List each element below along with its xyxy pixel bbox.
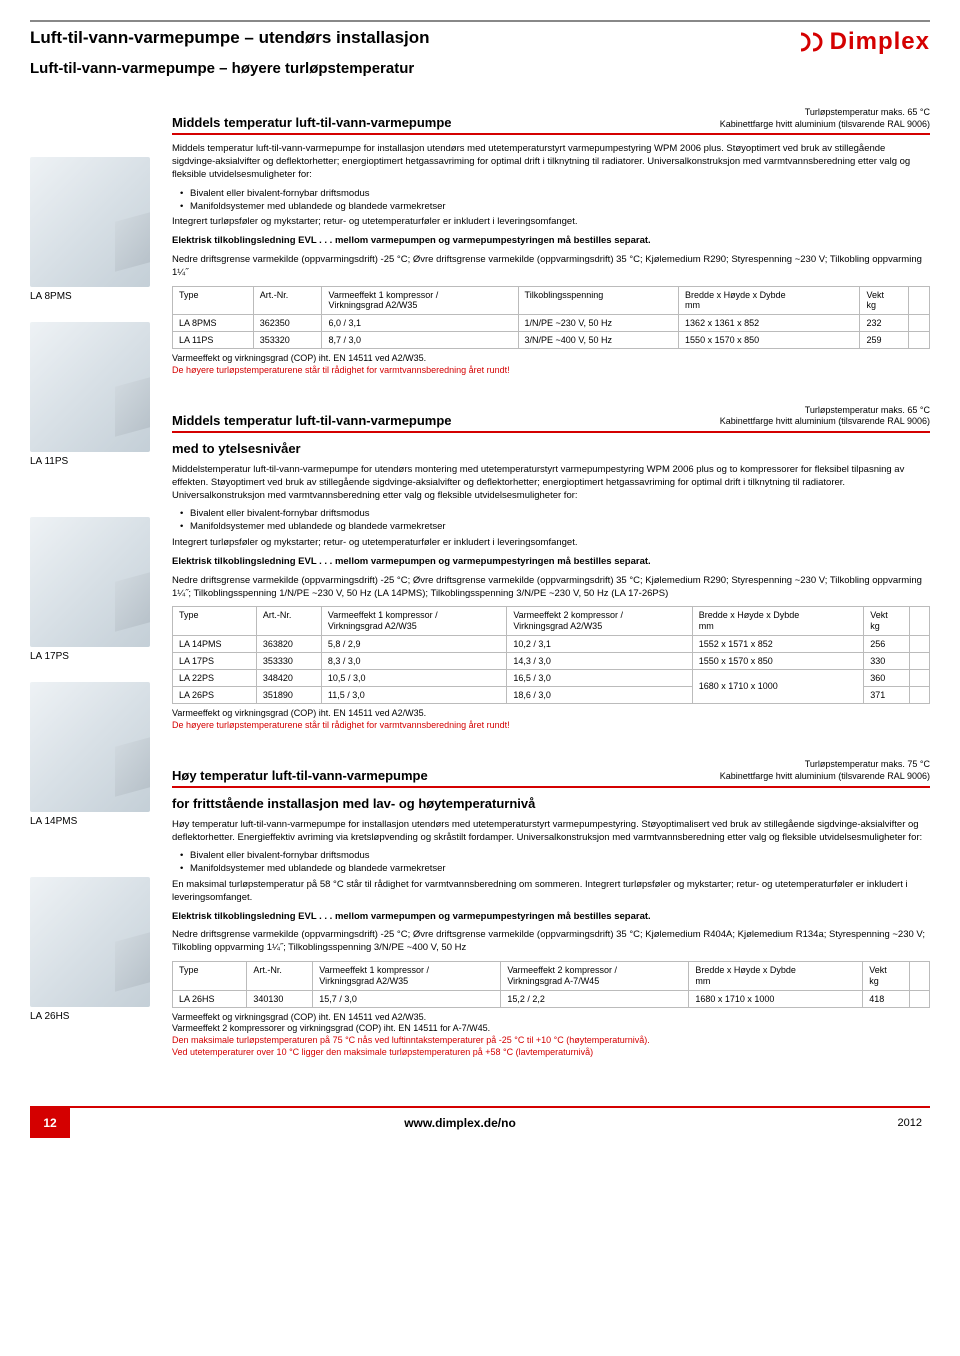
product-image xyxy=(30,877,150,1007)
table-header: Vektkg xyxy=(863,962,910,991)
table-header: Vektkg xyxy=(860,286,909,315)
data-table: Type Art.-Nr. Varmeeffekt 1 kompressor /… xyxy=(172,606,930,704)
section-specs: Nedre driftsgrense varmekilde (oppvarmin… xyxy=(172,254,930,280)
section-desc: Integrert turløpsføler og mykstarter; re… xyxy=(172,216,930,229)
table-header: Bredde x Høyde x Dybdemm xyxy=(692,607,864,636)
section-desc: Integrert turløpsføler og mykstarter; re… xyxy=(172,537,930,550)
section-meta: Turløpstemperatur maks. 65 °C Kabinettfa… xyxy=(720,107,930,130)
table-header xyxy=(910,962,930,991)
table-row: LA 14PMS3638205,8 / 2,910,2 / 3,11552 x … xyxy=(173,635,930,652)
bullet-item: Bivalent eller bivalent-fornybar driftsm… xyxy=(180,188,930,201)
table-header: Varmeeffekt 1 kompressor /Virkningsgrad … xyxy=(322,286,518,315)
footnote: Varmeeffekt og virkningsgrad (COP) iht. … xyxy=(172,353,930,376)
page-title: Luft-til-vann-varmepumpe – utendørs inst… xyxy=(30,28,430,48)
table-header: Type xyxy=(173,607,257,636)
page-number: 12 xyxy=(30,1108,70,1138)
product-label: LA 11PS xyxy=(30,456,160,467)
footer-url: www.dimplex.de/no xyxy=(70,1116,850,1130)
table-header: Type xyxy=(173,286,254,315)
product-label: LA 8PMS xyxy=(30,291,160,302)
table-header: Varmeeffekt 2 kompressor /Virkningsgrad … xyxy=(507,607,692,636)
bullet-item: Manifoldsystemer med ublandede og blande… xyxy=(180,521,930,534)
section-desc: Elektrisk tilkoblingsledning EVL . . . m… xyxy=(172,556,930,569)
bullet-item: Bivalent eller bivalent-fornybar driftsm… xyxy=(180,508,930,521)
table-row: LA 22PS34842010,5 / 3,016,5 / 3,01680 x … xyxy=(173,669,930,686)
section-specs: Nedre driftsgrense varmekilde (oppvarmin… xyxy=(172,575,930,601)
product-image xyxy=(30,157,150,287)
section-meta: Turløpstemperatur maks. 75 °C Kabinettfa… xyxy=(720,759,930,782)
section-1: Middels temperatur luft-til-vann-varmepu… xyxy=(172,107,930,377)
bullet-item: Manifoldsystemer med ublandede og blande… xyxy=(180,863,930,876)
table-header: Vektkg xyxy=(864,607,910,636)
product-image xyxy=(30,322,150,452)
bullet-list: Bivalent eller bivalent-fornybar driftsm… xyxy=(180,508,930,534)
product-label: LA 14PMS xyxy=(30,816,160,827)
brand-logo: Dimplex xyxy=(799,28,930,56)
section-desc: Middels temperatur luft-til-vann-varmepu… xyxy=(172,143,930,181)
product-image xyxy=(30,682,150,812)
section-desc: Elektrisk tilkoblingsledning EVL . . . m… xyxy=(172,911,930,924)
table-header xyxy=(909,286,930,315)
table-header: Varmeeffekt 1 kompressor /Virkningsgrad … xyxy=(313,962,501,991)
section-title: Middels temperatur luft-til-vann-varmepu… xyxy=(172,115,452,130)
section-title: Høy temperatur luft-til-vann-varmepumpe xyxy=(172,768,428,783)
page-footer: 12 www.dimplex.de/no 2012 xyxy=(30,1106,930,1138)
product-label: LA 26HS xyxy=(30,1011,160,1022)
bullet-list: Bivalent eller bivalent-fornybar driftsm… xyxy=(180,850,930,876)
bullet-item: Manifoldsystemer med ublandede og blande… xyxy=(180,201,930,214)
section-desc: Høy temperatur luft-til-vann-varmepumpe … xyxy=(172,819,930,845)
table-row: LA 11PS3533208,7 / 3,03/N/PE ~400 V, 50 … xyxy=(173,332,930,349)
data-table: Type Art.-Nr. Varmeeffekt 1 kompressor /… xyxy=(172,286,930,350)
section-desc: Middelstemperatur luft-til-vann-varmepum… xyxy=(172,464,930,502)
table-row: LA 8PMS3623506,0 / 3,11/N/PE ~230 V, 50 … xyxy=(173,315,930,332)
table-header: Varmeeffekt 1 kompressor /Virkningsgrad … xyxy=(321,607,506,636)
table-header xyxy=(910,607,930,636)
bullet-list: Bivalent eller bivalent-fornybar driftsm… xyxy=(180,188,930,214)
section-subtitle: med to ytelsesnivåer xyxy=(172,441,930,456)
section-2: Middels temperatur luft-til-vann-varmepu… xyxy=(172,405,930,732)
data-table: Type Art.-Nr. Varmeeffekt 1 kompressor /… xyxy=(172,961,930,1008)
product-image xyxy=(30,517,150,647)
section-subtitle: for frittstående installasjon med lav- o… xyxy=(172,796,930,811)
table-header: Varmeeffekt 2 kompressor /Virkningsgrad … xyxy=(501,962,689,991)
table-header: Type xyxy=(173,962,247,991)
table-header: Art.-Nr. xyxy=(256,607,321,636)
footer-year: 2012 xyxy=(850,1117,930,1129)
page-subtitle: Luft-til-vann-varmepumpe – høyere turløp… xyxy=(30,60,430,77)
section-3: Høy temperatur luft-til-vann-varmepumpe … xyxy=(172,759,930,1058)
section-desc: Elektrisk tilkoblingsledning EVL . . . m… xyxy=(172,235,930,248)
footnote: Varmeeffekt og virkningsgrad (COP) iht. … xyxy=(172,708,930,731)
table-header: Art.-Nr. xyxy=(253,286,322,315)
product-label: LA 17PS xyxy=(30,651,160,662)
table-row: LA 26HS34013015,7 / 3,015,2 / 2,21680 x … xyxy=(173,990,930,1007)
table-row: LA 17PS3533308,3 / 3,014,3 / 3,01550 x 1… xyxy=(173,652,930,669)
table-header: Tilkoblingsspenning xyxy=(518,286,679,315)
section-specs: Nedre driftsgrense varmekilde (oppvarmin… xyxy=(172,929,930,955)
table-header: Bredde x Høyde x Dybdemm xyxy=(679,286,860,315)
footnote: Varmeeffekt og virkningsgrad (COP) iht. … xyxy=(172,1012,930,1059)
section-desc: En maksimal turløpstemperatur på 58 °C s… xyxy=(172,879,930,905)
table-header: Bredde x Høyde x Dybdemm xyxy=(689,962,863,991)
section-title: Middels temperatur luft-til-vann-varmepu… xyxy=(172,413,452,428)
section-meta: Turløpstemperatur maks. 65 °C Kabinettfa… xyxy=(720,405,930,428)
table-header: Art.-Nr. xyxy=(247,962,313,991)
bullet-item: Bivalent eller bivalent-fornybar driftsm… xyxy=(180,850,930,863)
